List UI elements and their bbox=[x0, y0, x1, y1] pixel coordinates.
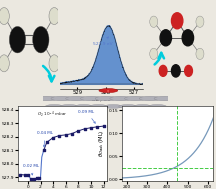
Circle shape bbox=[133, 105, 152, 108]
Circle shape bbox=[172, 13, 183, 29]
Circle shape bbox=[185, 65, 192, 76]
Point bbox=[45, 141, 49, 144]
Y-axis label: $\theta_{Oads}\ \mathrm{(ML)}$: $\theta_{Oads}\ \mathrm{(ML)}$ bbox=[97, 130, 106, 157]
Text: o: o bbox=[107, 89, 110, 93]
Point bbox=[70, 132, 74, 135]
Text: 0.02 ML: 0.02 ML bbox=[23, 164, 39, 175]
Circle shape bbox=[182, 30, 194, 46]
Point bbox=[38, 177, 41, 180]
Circle shape bbox=[196, 48, 204, 60]
Point bbox=[83, 127, 86, 130]
Text: $O_2\ 10^{-4}\ mbar$: $O_2\ 10^{-4}\ mbar$ bbox=[37, 109, 67, 119]
Point bbox=[26, 173, 30, 176]
Circle shape bbox=[139, 96, 161, 101]
Point bbox=[58, 134, 61, 137]
Circle shape bbox=[49, 55, 59, 72]
Circle shape bbox=[81, 96, 102, 101]
Circle shape bbox=[33, 26, 49, 53]
Circle shape bbox=[150, 48, 158, 60]
Point bbox=[23, 174, 26, 177]
Circle shape bbox=[172, 65, 180, 77]
Circle shape bbox=[159, 65, 167, 76]
Circle shape bbox=[9, 26, 26, 53]
Text: 0.09 ML: 0.09 ML bbox=[78, 110, 95, 123]
Circle shape bbox=[160, 30, 172, 46]
Circle shape bbox=[95, 96, 116, 101]
Circle shape bbox=[60, 105, 78, 108]
Circle shape bbox=[66, 96, 87, 101]
Point bbox=[102, 125, 105, 128]
Point bbox=[29, 178, 33, 181]
Point bbox=[36, 177, 39, 180]
Point bbox=[96, 125, 99, 128]
Point bbox=[89, 126, 93, 129]
Circle shape bbox=[148, 105, 166, 108]
Circle shape bbox=[125, 96, 146, 101]
Point bbox=[42, 149, 45, 152]
Circle shape bbox=[196, 16, 204, 27]
Circle shape bbox=[104, 105, 122, 108]
Circle shape bbox=[45, 105, 63, 108]
Point bbox=[32, 177, 36, 180]
Circle shape bbox=[99, 89, 118, 93]
Point bbox=[77, 129, 80, 132]
Point bbox=[19, 173, 22, 176]
Text: 0.04 ML: 0.04 ML bbox=[37, 131, 53, 147]
Circle shape bbox=[0, 8, 9, 25]
Text: 527.9 eV: 527.9 eV bbox=[93, 37, 113, 46]
Point bbox=[64, 133, 68, 136]
Circle shape bbox=[51, 96, 72, 101]
Circle shape bbox=[36, 96, 58, 101]
Circle shape bbox=[110, 96, 131, 101]
X-axis label: BE / eV: BE / eV bbox=[92, 96, 111, 101]
Circle shape bbox=[0, 55, 9, 72]
Circle shape bbox=[89, 105, 108, 108]
Circle shape bbox=[150, 16, 158, 27]
Circle shape bbox=[154, 96, 175, 101]
Circle shape bbox=[75, 105, 93, 108]
Circle shape bbox=[49, 8, 59, 25]
Point bbox=[51, 136, 55, 139]
Circle shape bbox=[119, 105, 137, 108]
